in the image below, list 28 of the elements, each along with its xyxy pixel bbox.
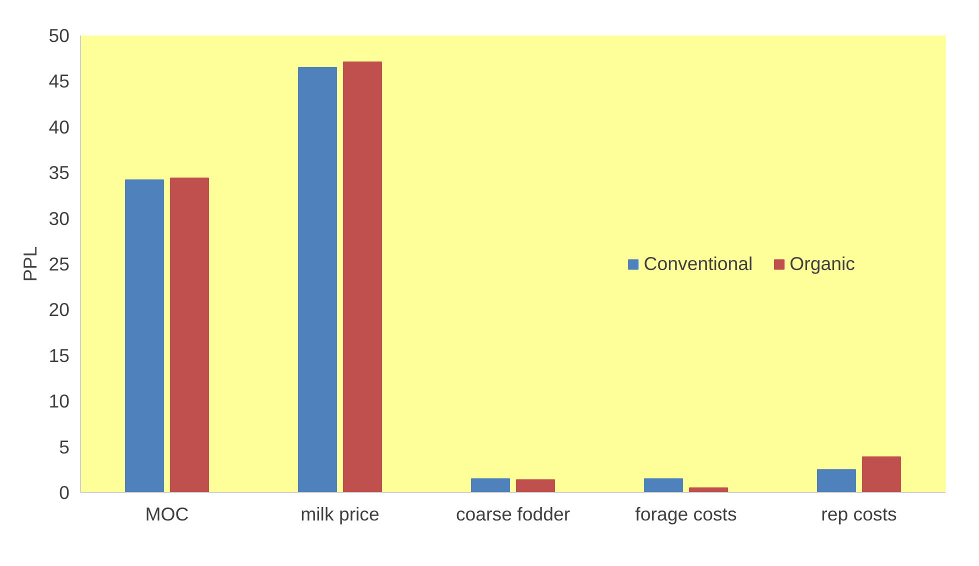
y-axis-title: PPL (20, 246, 41, 282)
bar (862, 456, 902, 492)
bar (170, 178, 210, 492)
bar (124, 179, 164, 492)
y-tick-label: 30 (48, 208, 70, 229)
x-tick-label: forage costs (635, 504, 737, 524)
x-tick-label: milk price (300, 504, 380, 524)
y-tick-label: 10 (48, 390, 70, 412)
bar (342, 62, 382, 492)
y-tick-label: 25 (48, 254, 70, 274)
y-tick-label: 0 (59, 482, 70, 503)
y-tick-label: 5 (59, 436, 70, 458)
bar (298, 66, 338, 492)
y-tick-label: 45 (48, 70, 70, 92)
x-tick-label: rep costs (821, 504, 897, 524)
bar (816, 469, 856, 492)
legend-label: Organic (790, 252, 855, 274)
bar (470, 478, 510, 492)
y-tick-label: 35 (48, 162, 70, 184)
y-tick-label: 40 (48, 116, 70, 138)
legend-label: Conventional (644, 252, 753, 274)
bar (644, 478, 684, 492)
y-tick-label: 50 (48, 25, 70, 46)
x-tick-label: MOC (145, 504, 189, 524)
y-tick-label: 20 (48, 299, 70, 320)
x-tick-label: coarse fodder (456, 504, 570, 524)
bar (516, 479, 556, 492)
y-tick-label: 15 (48, 344, 70, 366)
